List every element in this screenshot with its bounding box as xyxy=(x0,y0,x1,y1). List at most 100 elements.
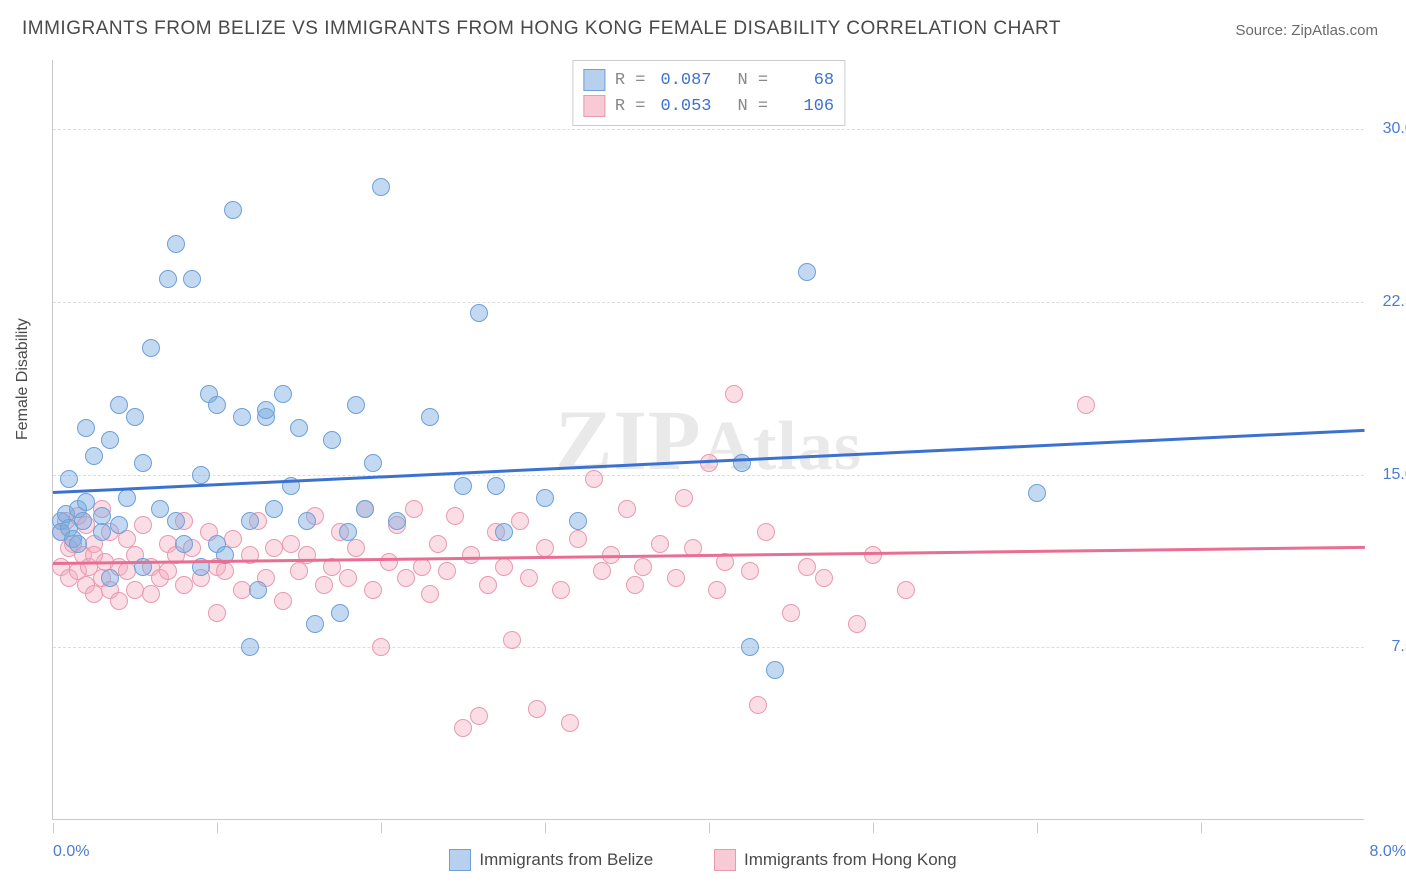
scatter-point xyxy=(282,535,300,553)
scatter-point xyxy=(429,535,447,553)
scatter-point xyxy=(470,707,488,725)
scatter-point xyxy=(741,562,759,580)
scatter-point xyxy=(372,638,390,656)
n-value-hongkong: 106 xyxy=(778,97,834,116)
scatter-point xyxy=(241,512,259,530)
scatter-point xyxy=(618,500,636,518)
scatter-point xyxy=(110,592,128,610)
legend-label-belize: Immigrants from Belize xyxy=(479,850,653,870)
scatter-point xyxy=(159,270,177,288)
scatter-point xyxy=(569,512,587,530)
scatter-point xyxy=(175,576,193,594)
y-tick-label: 15.0% xyxy=(1372,466,1406,484)
scatter-point xyxy=(741,638,759,656)
scatter-point xyxy=(815,569,833,587)
legend-row-belize: R = 0.087 N = 68 xyxy=(583,67,834,93)
scatter-point xyxy=(183,270,201,288)
scatter-point xyxy=(1028,484,1046,502)
scatter-point xyxy=(298,512,316,530)
legend-item-belize: Immigrants from Belize xyxy=(449,849,653,871)
x-tick xyxy=(217,823,219,833)
scatter-point xyxy=(495,558,513,576)
scatter-point xyxy=(85,447,103,465)
scatter-point xyxy=(462,546,480,564)
scatter-point xyxy=(503,631,521,649)
y-tick-label: 30.0% xyxy=(1372,120,1406,138)
scatter-point xyxy=(290,562,308,580)
scatter-point xyxy=(126,408,144,426)
scatter-point xyxy=(224,201,242,219)
scatter-point xyxy=(216,562,234,580)
scatter-point xyxy=(388,512,406,530)
scatter-point xyxy=(142,585,160,603)
scatter-point xyxy=(372,178,390,196)
trend-line xyxy=(53,428,1365,493)
scatter-point xyxy=(520,569,538,587)
scatter-point xyxy=(487,477,505,495)
scatter-point xyxy=(495,523,513,541)
gridline xyxy=(53,475,1364,476)
scatter-point xyxy=(134,516,152,534)
scatter-point xyxy=(626,576,644,594)
scatter-point xyxy=(60,470,78,488)
scatter-point xyxy=(798,558,816,576)
x-tick xyxy=(53,823,55,833)
scatter-point xyxy=(405,500,423,518)
scatter-point xyxy=(167,235,185,253)
n-value-belize: 68 xyxy=(778,71,834,90)
scatter-point xyxy=(257,401,275,419)
scatter-point xyxy=(536,489,554,507)
scatter-point xyxy=(347,396,365,414)
r-value-belize: 0.087 xyxy=(656,71,712,90)
scatter-point xyxy=(454,719,472,737)
scatter-point xyxy=(101,569,119,587)
x-tick xyxy=(545,823,547,833)
x-tick xyxy=(709,823,711,833)
source-label: Source: ZipAtlas.com xyxy=(1235,22,1378,39)
scatter-point xyxy=(634,558,652,576)
scatter-point xyxy=(192,466,210,484)
scatter-point xyxy=(233,581,251,599)
scatter-point xyxy=(782,604,800,622)
correlation-legend: R = 0.087 N = 68 R = 0.053 N = 106 xyxy=(572,60,845,126)
scatter-point xyxy=(347,539,365,557)
legend-swatch-blue xyxy=(583,69,605,91)
scatter-point xyxy=(323,431,341,449)
scatter-point xyxy=(134,454,152,472)
scatter-point xyxy=(274,592,292,610)
scatter-point xyxy=(897,581,915,599)
scatter-point xyxy=(454,477,472,495)
series-legend: Immigrants from Belize Immigrants from H… xyxy=(0,849,1406,876)
legend-label-hongkong: Immigrants from Hong Kong xyxy=(744,850,957,870)
scatter-point xyxy=(528,700,546,718)
scatter-point xyxy=(356,500,374,518)
scatter-point xyxy=(339,523,357,541)
chart-title: IMMIGRANTS FROM BELIZE VS IMMIGRANTS FRO… xyxy=(22,18,1061,40)
scatter-point xyxy=(421,585,439,603)
scatter-point xyxy=(438,562,456,580)
scatter-point xyxy=(569,530,587,548)
scatter-point xyxy=(74,512,92,530)
scatter-point xyxy=(151,500,169,518)
scatter-point xyxy=(224,530,242,548)
scatter-point xyxy=(306,615,324,633)
scatter-point xyxy=(85,585,103,603)
scatter-point xyxy=(118,489,136,507)
scatter-point xyxy=(798,263,816,281)
r-label: R = xyxy=(615,71,646,90)
scatter-point xyxy=(536,539,554,557)
scatter-point xyxy=(397,569,415,587)
scatter-point xyxy=(77,493,95,511)
scatter-point xyxy=(101,431,119,449)
legend-swatch-pink xyxy=(714,849,736,871)
scatter-point xyxy=(470,304,488,322)
scatter-point xyxy=(265,500,283,518)
scatter-point xyxy=(733,454,751,472)
scatter-point xyxy=(421,408,439,426)
scatter-point xyxy=(339,569,357,587)
x-tick xyxy=(1037,823,1039,833)
scatter-point xyxy=(249,581,267,599)
y-tick-label: 22.5% xyxy=(1372,293,1406,311)
plot-area: ZIPAtlas R = 0.087 N = 68 R = 0.053 N = … xyxy=(52,60,1364,820)
scatter-point xyxy=(159,562,177,580)
